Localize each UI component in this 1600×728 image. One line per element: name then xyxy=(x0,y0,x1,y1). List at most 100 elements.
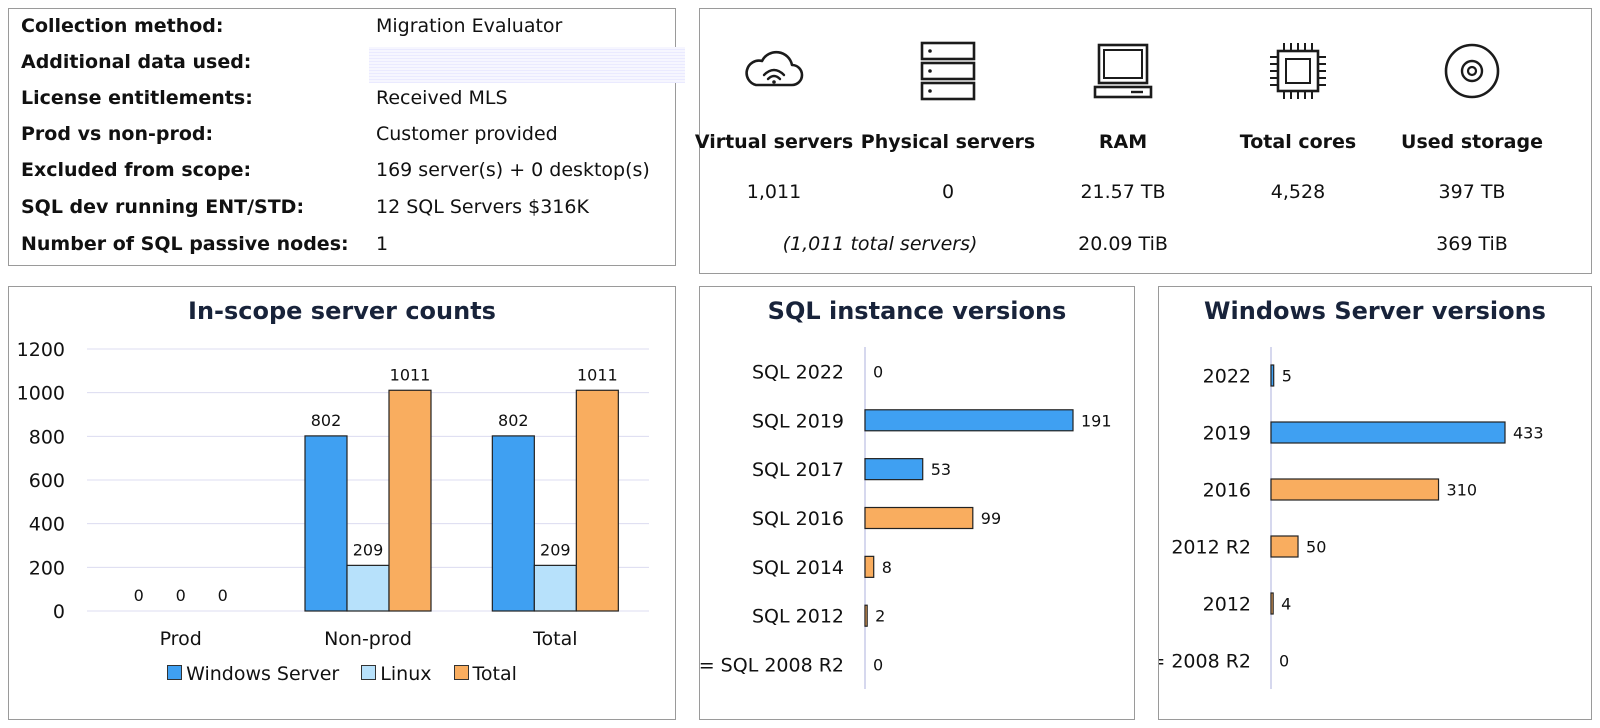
data-label: 5 xyxy=(1282,367,1292,386)
legend-item-windows: Windows Server xyxy=(167,663,339,685)
stat-value: 397 TB xyxy=(1438,181,1506,203)
legend-label: Linux xyxy=(380,663,432,685)
data-label: 1011 xyxy=(390,365,431,384)
category-label: SQL 2012 xyxy=(752,606,844,628)
meta-value: 169 server(s) + 0 desktop(s) xyxy=(376,159,650,181)
meta-row-excluded-from-scope: Excluded from scope: 169 server(s) + 0 d… xyxy=(21,155,671,187)
category-label: 2019 xyxy=(1203,423,1251,445)
meta-row-sql-dev: SQL dev running ENT/STD: 12 SQL Servers … xyxy=(21,192,671,224)
meta-value: Received MLS xyxy=(376,87,508,109)
stat-sub-value: 20.09 TiB xyxy=(1078,233,1168,255)
legend-swatch xyxy=(453,665,469,680)
server-counts-panel: In-scope server counts 0 200 400 600 800 1000… xyxy=(8,286,676,720)
legend-item-total: Total xyxy=(453,663,517,685)
meta-value: 12 SQL Servers $316K xyxy=(376,196,589,218)
legend-swatch xyxy=(167,665,183,680)
data-label: 4 xyxy=(1281,595,1291,614)
data-label: 50 xyxy=(1306,538,1326,557)
meta-row-license-entitlements: License entitlements: Received MLS xyxy=(21,83,671,115)
data-label: 209 xyxy=(540,540,571,559)
category-label: 2016 xyxy=(1203,480,1251,502)
meta-row-sql-passive-nodes: Number of SQL passive nodes: 1 xyxy=(21,229,671,261)
y-tick-label: 200 xyxy=(29,557,65,579)
bar xyxy=(864,555,875,578)
y-tick-label: 800 xyxy=(29,426,65,448)
windows-versions-chart: 2022 5 2019 433 2016 310 2012 R2 50 2012 4 <= 2008… xyxy=(1159,347,1544,689)
bar xyxy=(1270,364,1275,387)
bar xyxy=(491,435,535,612)
stat-value: 21.57 TB xyxy=(1080,181,1166,203)
y-tick-label: 400 xyxy=(29,514,65,536)
meta-label: Collection method: xyxy=(21,15,224,37)
meta-value: Customer provided xyxy=(376,123,558,145)
y-tick-label: 1000 xyxy=(17,383,65,405)
data-label: 53 xyxy=(931,460,951,479)
windows-versions-panel: Windows Server versions 2022 5 2019 433 2016… xyxy=(1158,286,1592,720)
chart-legend: Windows Server Linux Total xyxy=(9,663,675,685)
sql-versions-chart: SQL 2022 0 SQL 2019 191 SQL 2017 53 SQL 2016 99… xyxy=(700,347,1112,689)
data-label: 0 xyxy=(873,656,883,675)
meta-row-additional-data: Additional data used: xyxy=(21,47,685,83)
total-servers-note: (1,011 total servers) xyxy=(782,233,978,255)
metadata-panel: Collection method: Migration Evaluator A… xyxy=(8,8,685,266)
data-label: 310 xyxy=(1447,481,1478,500)
bar xyxy=(864,458,924,481)
bar xyxy=(533,564,577,612)
category-label: <= SQL 2008 R2 xyxy=(700,655,844,677)
bar xyxy=(864,409,1074,432)
x-tick-label: Prod xyxy=(160,628,202,650)
data-label: 1011 xyxy=(577,365,618,384)
category-label: SQL 2014 xyxy=(752,557,844,579)
data-label: 209 xyxy=(353,540,384,559)
sql-versions-panel: SQL instance versions SQL 2022 0 SQL 2019 1… xyxy=(699,286,1135,720)
physical-servers-stat: Physical servers 0 xyxy=(858,9,1038,269)
chart-title: In-scope server counts xyxy=(188,297,496,325)
bar xyxy=(864,506,974,530)
meta-label: Excluded from scope: xyxy=(21,159,252,181)
legend-swatch xyxy=(361,665,377,680)
bar xyxy=(304,435,348,612)
meta-label: Prod vs non-prod: xyxy=(21,123,214,145)
server-rack-icon xyxy=(920,41,976,101)
y-tick-label: 1200 xyxy=(17,339,65,361)
data-label: 191 xyxy=(1081,411,1112,430)
meta-label: License entitlements: xyxy=(21,87,253,109)
bar xyxy=(1270,535,1299,558)
bar xyxy=(864,604,868,627)
used-storage-stat: Used storage 397 TB 369 TiB xyxy=(1382,9,1562,269)
data-label: 2 xyxy=(875,607,885,626)
stat-value: 4,528 xyxy=(1270,181,1326,203)
meta-label: Additional data used: xyxy=(21,51,252,73)
legend-label: Windows Server xyxy=(186,663,340,685)
category-label: 2012 xyxy=(1203,594,1251,616)
category-label: SQL 2022 xyxy=(752,361,844,383)
server-counts-chart: 0 200 400 600 800 1000 1200 Prod 0 0 0 Non-prod 802 2… xyxy=(17,339,649,650)
computer-icon xyxy=(1093,43,1153,99)
data-label: 99 xyxy=(981,509,1001,528)
bar xyxy=(1270,592,1274,615)
data-label: 0 xyxy=(218,586,228,605)
total-cores-stat: Total cores 4,528 xyxy=(1208,9,1388,269)
stat-label: Total cores xyxy=(1239,131,1357,153)
meta-label: SQL dev running ENT/STD: xyxy=(21,196,305,218)
category-label: SQL 2019 xyxy=(752,410,844,432)
cpu-chip-icon xyxy=(1270,43,1326,99)
category-label: 2022 xyxy=(1203,366,1251,388)
stat-sub-value: 369 TiB xyxy=(1436,233,1508,255)
data-label: 802 xyxy=(311,411,342,430)
bar xyxy=(388,389,432,612)
data-label: 0 xyxy=(134,586,144,605)
meta-row-prod-vs-nonprod: Prod vs non-prod: Customer provided xyxy=(21,119,671,151)
stat-label: Used storage xyxy=(1401,131,1543,153)
legend-label: Total xyxy=(472,663,517,685)
stat-label: RAM xyxy=(1098,131,1148,153)
category-label: <= 2008 R2 xyxy=(1159,651,1251,673)
meta-value: Migration Evaluator xyxy=(376,15,563,37)
chart-title: SQL instance versions xyxy=(767,297,1067,325)
category-label: SQL 2017 xyxy=(752,459,844,481)
bar xyxy=(1270,421,1506,444)
stat-value: 1,011 xyxy=(746,181,802,203)
category-label: SQL 2016 xyxy=(752,508,844,530)
summary-panel: Virtual servers 1,011 Physical servers 0… xyxy=(695,8,1592,274)
stat-value: 0 xyxy=(941,181,955,203)
